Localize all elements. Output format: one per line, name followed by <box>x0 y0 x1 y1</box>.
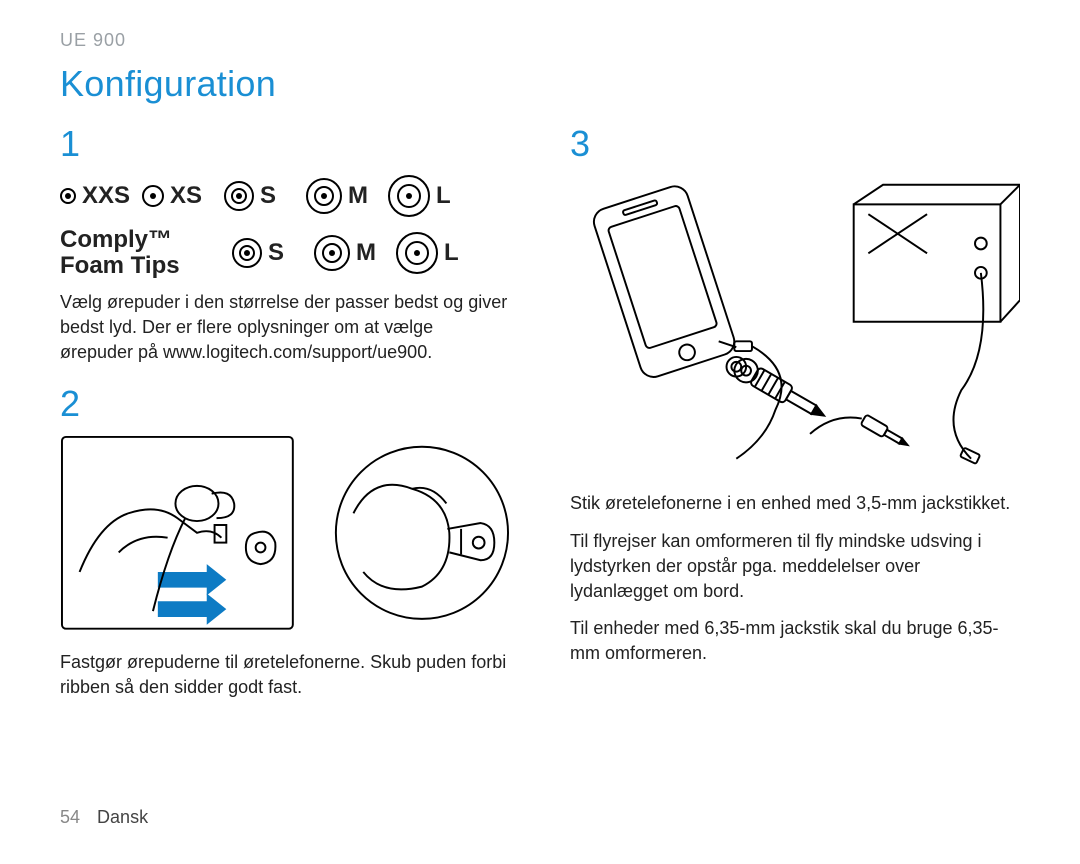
eartip-sizes-row1: XXS XS S M L <box>60 175 510 217</box>
eartip-icon <box>388 175 430 217</box>
size-label: S <box>268 239 284 267</box>
left-column: 1 XXS XS S M <box>60 113 510 700</box>
size-xs: XS <box>142 182 214 210</box>
size-l: L <box>388 175 451 217</box>
content-columns: 1 XXS XS S M <box>60 113 1020 700</box>
step-2-text: Fastgør ørepuderne til øretelefonerne. S… <box>60 650 510 700</box>
size-s: S <box>224 181 296 211</box>
size-label: M <box>348 182 368 210</box>
eartip-icon <box>142 185 164 207</box>
foam-size-s: S <box>232 238 304 268</box>
size-m: M <box>306 178 378 214</box>
size-xxs: XXS <box>60 182 132 210</box>
eartip-icon <box>232 238 262 268</box>
size-label: M <box>356 239 376 267</box>
page-footer: 54 Dansk <box>60 807 148 828</box>
eartip-icon <box>60 188 76 204</box>
language-label: Dansk <box>97 807 148 827</box>
step-3-text-c: Til enheder med 6,35-mm jackstik skal du… <box>570 616 1020 666</box>
eartip-icon <box>306 178 342 214</box>
foam-size-m: M <box>314 235 386 271</box>
foam-label-line1: Comply™ <box>60 227 210 253</box>
size-label: L <box>444 239 459 267</box>
step-3-number: 3 <box>570 123 1020 165</box>
size-label: XS <box>170 182 202 210</box>
eartip-sizes-row2: Comply™ Foam Tips S M L <box>60 227 510 280</box>
step-1-text: Vælg ørepuder i den størrelse der passer… <box>60 290 510 366</box>
page-number: 54 <box>60 807 80 827</box>
manual-page: UE 900 Konfiguration 1 XXS XS S <box>0 0 1080 864</box>
eartip-icon <box>396 232 438 274</box>
eartip-icon <box>314 235 350 271</box>
foam-label-line2: Foam Tips <box>60 253 210 279</box>
page-title: Konfiguration <box>60 63 1020 105</box>
foam-tips-label: Comply™ Foam Tips <box>60 227 210 280</box>
step-2-number: 2 <box>60 383 510 425</box>
step-3-text-a: Stik øretelefonerne i en enhed med 3,5-m… <box>570 491 1020 516</box>
size-label: XXS <box>82 182 130 210</box>
size-label: L <box>436 182 451 210</box>
size-label: S <box>260 182 276 210</box>
step-3-diagram <box>570 175 1020 468</box>
step-3-text-b: Til flyrejser kan omformeren til fly min… <box>570 529 1020 605</box>
step-2-diagram <box>60 435 510 631</box>
foam-size-l: L <box>396 232 459 274</box>
product-code: UE 900 <box>60 30 1020 51</box>
right-column: 3 <box>570 113 1020 700</box>
eartip-icon <box>224 181 254 211</box>
step-1-number: 1 <box>60 123 510 165</box>
